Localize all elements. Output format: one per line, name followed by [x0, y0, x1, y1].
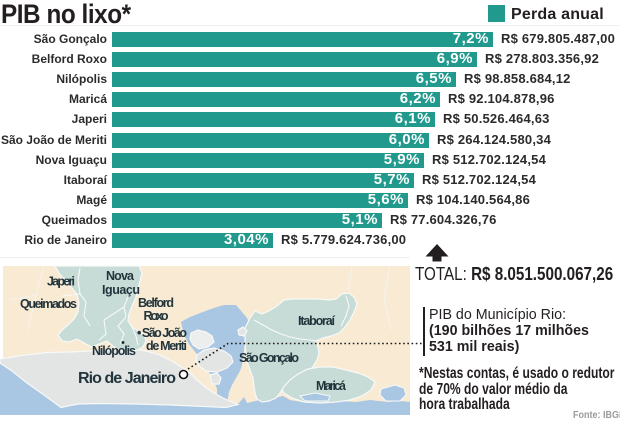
- svg-text:Iguaçu: Iguaçu: [102, 283, 140, 297]
- svg-text:de Meriti: de Meriti: [146, 339, 187, 353]
- svg-text:Japeri: Japeri: [47, 275, 75, 289]
- svg-text:Nilópolis: Nilópolis: [92, 344, 136, 358]
- svg-text:Itaboraí: Itaboraí: [298, 314, 336, 328]
- svg-text:Nova: Nova: [106, 269, 135, 283]
- svg-text:Roxo: Roxo: [144, 309, 169, 323]
- svg-text:Rio de Janeiro: Rio de Janeiro: [78, 370, 176, 387]
- svg-text:Queimados: Queimados: [20, 297, 77, 311]
- svg-text:• São João: • São João: [137, 326, 187, 340]
- svg-text:São Gonçalo: São Gonçalo: [239, 351, 299, 365]
- svg-text:Maricá: Maricá: [316, 379, 346, 393]
- svg-text:Belford: Belford: [138, 296, 174, 310]
